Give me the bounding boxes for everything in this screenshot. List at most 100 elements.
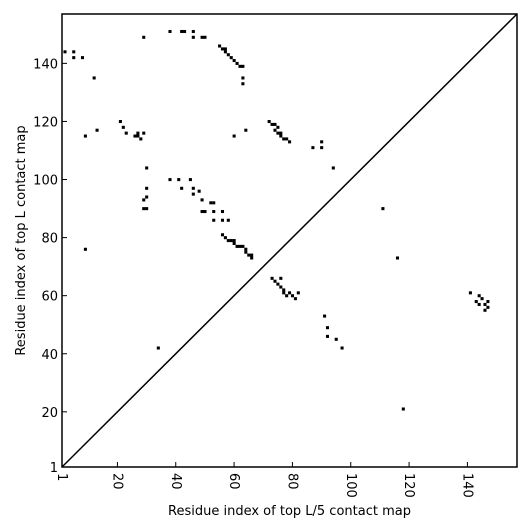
contact-point xyxy=(282,288,286,292)
contact-point xyxy=(145,186,149,190)
contact-point xyxy=(212,210,216,214)
contact-point xyxy=(168,178,172,182)
contact-point xyxy=(136,134,140,138)
contact-point xyxy=(244,128,248,132)
contact-point xyxy=(381,207,385,211)
contact-point xyxy=(220,218,225,222)
contact-point xyxy=(188,178,192,182)
contact-point xyxy=(282,137,286,141)
contact-point xyxy=(226,218,230,222)
y-tick-label: 20 xyxy=(41,406,58,421)
contact-point xyxy=(238,64,242,68)
contact-point xyxy=(121,125,125,129)
contact-point xyxy=(273,279,277,283)
contact-point xyxy=(142,35,146,39)
contact-point xyxy=(72,56,76,60)
contact-point xyxy=(191,35,195,39)
contact-point xyxy=(288,291,292,295)
contact-point xyxy=(232,241,236,245)
contact-point xyxy=(124,131,128,135)
contact-point xyxy=(218,44,222,48)
contact-point xyxy=(486,305,490,309)
contact-point xyxy=(229,56,233,60)
contact-point xyxy=(226,53,230,57)
contact-point xyxy=(340,346,344,350)
x-axis-label: Residue index of top L/5 contact map xyxy=(168,504,411,519)
contact-point xyxy=(477,302,481,306)
contact-point xyxy=(483,302,487,306)
contact-point xyxy=(95,128,99,132)
contact-point xyxy=(235,61,239,65)
contact-point xyxy=(232,239,236,243)
contact-point xyxy=(220,233,225,237)
y-tick-label: 60 xyxy=(41,290,58,305)
contact-point xyxy=(232,134,236,138)
plot-frame xyxy=(61,13,518,468)
contact-point xyxy=(223,236,227,240)
contact-point xyxy=(267,119,271,124)
contact-point xyxy=(279,276,283,280)
x-tick-label: 40 xyxy=(168,473,183,490)
contact-point xyxy=(220,47,225,51)
contact-point xyxy=(72,50,76,54)
contact-point xyxy=(241,82,245,86)
contact-point xyxy=(191,186,195,190)
x-tick-label: 120 xyxy=(401,473,416,498)
contact-point xyxy=(83,134,87,138)
contact-point xyxy=(191,29,195,34)
contact-point xyxy=(270,122,274,126)
contact-point xyxy=(223,50,227,54)
y-tick-label: 80 xyxy=(41,232,58,247)
contact-point xyxy=(244,247,248,251)
contact-point xyxy=(247,253,251,257)
contact-point xyxy=(200,210,204,214)
contact-point xyxy=(325,326,330,330)
contact-point xyxy=(320,146,324,150)
contact-point xyxy=(197,189,201,193)
contact-point xyxy=(133,134,137,138)
contact-point xyxy=(142,207,146,211)
contact-point xyxy=(244,250,248,254)
contact-point xyxy=(212,201,216,205)
contact-point xyxy=(250,253,254,257)
contact-point xyxy=(250,256,254,260)
x-tick-label: 100 xyxy=(343,473,358,498)
contact-point xyxy=(212,218,216,222)
contact-point xyxy=(401,407,405,411)
contact-point xyxy=(290,294,295,298)
y-tick-label: 1 xyxy=(50,461,58,476)
contact-point xyxy=(183,29,187,34)
contact-point xyxy=(241,64,245,68)
contact-point xyxy=(142,198,146,202)
contact-point xyxy=(200,198,204,202)
x-tick-label: 20 xyxy=(109,473,124,490)
contact-point xyxy=(241,244,245,248)
contact-point xyxy=(223,47,227,51)
contact-point xyxy=(276,131,280,135)
contact-point xyxy=(311,146,315,150)
contact-point xyxy=(209,201,213,205)
contact-point xyxy=(180,29,184,34)
diagonal-line xyxy=(61,13,518,468)
y-axis-label: Residue index of top L contact map xyxy=(14,125,29,355)
contact-point xyxy=(276,282,280,286)
contact-point xyxy=(468,291,472,295)
contact-point xyxy=(226,239,230,243)
contact-point xyxy=(323,314,327,318)
contact-point xyxy=(83,247,87,251)
contact-point xyxy=(180,186,184,190)
y-tick-label: 40 xyxy=(41,348,58,363)
contact-point xyxy=(334,337,338,341)
contact-point xyxy=(477,294,481,298)
contact-point xyxy=(235,244,239,248)
x-axis-ticks: 1 20 40 60 80 100 120 140 xyxy=(54,462,474,498)
x-tick-label: 80 xyxy=(284,473,299,490)
x-tick-label: 1 xyxy=(54,473,69,481)
contact-point xyxy=(276,125,280,129)
contact-point xyxy=(273,128,277,132)
contact-point xyxy=(139,137,143,141)
contact-point xyxy=(241,76,245,80)
contact-points xyxy=(63,29,490,411)
